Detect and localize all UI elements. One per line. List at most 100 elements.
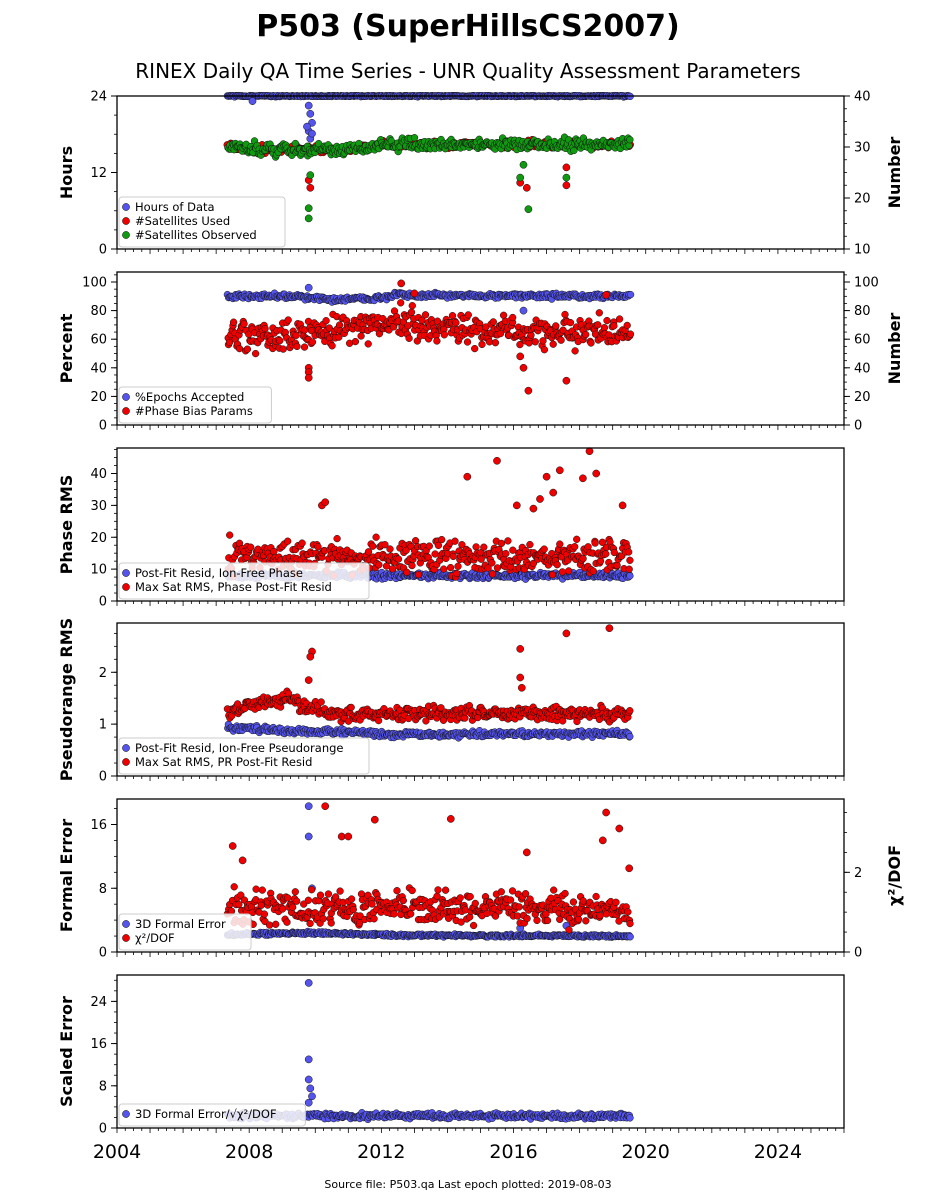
- point-phase_rms-s1: [488, 559, 496, 567]
- outlier-percent-s1: [602, 291, 610, 299]
- point-formal_error-s1: [471, 899, 479, 908]
- legend-entry: %Epochs Accepted: [135, 390, 244, 404]
- point-percent-s1: [600, 324, 609, 332]
- point-formal_error-s1: [324, 890, 333, 898]
- point-pseudorange_rms-s1: [626, 707, 634, 715]
- y-tick-label: 2: [99, 666, 107, 681]
- point-phase_rms-s1: [589, 567, 597, 575]
- point-formal_error-s1: [227, 907, 236, 915]
- point-percent-s1: [452, 319, 460, 327]
- point-phase_rms-s1: [526, 540, 534, 549]
- point-percent-s1: [284, 316, 292, 324]
- point-formal_error-s1: [434, 886, 442, 894]
- y-axis-label: Percent: [57, 313, 76, 383]
- point-percent-s1: [364, 340, 372, 348]
- y-right-tick-label: 40: [854, 90, 871, 105]
- point-percent-s1: [615, 315, 624, 323]
- legend-entry: Max Sat RMS, PR Post-Fit Resid: [135, 755, 312, 769]
- point-formal_error-s1: [408, 886, 416, 895]
- point-percent-s1: [571, 347, 579, 355]
- point-formal_error-s1: [336, 887, 344, 895]
- point-percent-s1: [235, 344, 244, 353]
- point-formal_error-s1: [506, 896, 515, 904]
- y-tick-label: 0: [99, 243, 107, 258]
- point-phase_rms-s1: [591, 539, 599, 547]
- outlier-pseudorange_rms-s1: [304, 676, 313, 684]
- point-percent-s1: [478, 340, 486, 349]
- point-percent-s1: [397, 299, 405, 307]
- point-formal_error-s1: [284, 894, 292, 902]
- point-formal_error-s0: [626, 933, 634, 941]
- point-phase_rms-s1: [579, 555, 587, 563]
- y-right-tick-label: 60: [854, 333, 871, 348]
- point-pseudorange_rms-s1: [317, 698, 325, 706]
- outlier-pseudorange_rms-s1: [306, 652, 315, 661]
- outlier-hours-s0: [248, 97, 257, 105]
- outlier-percent-s1: [516, 352, 525, 361]
- outlier-percent-s1: [524, 386, 533, 395]
- outlier-pseudorange_rms-s1: [517, 683, 526, 692]
- outlier-hours-s0: [304, 101, 313, 110]
- point-formal_error-s1: [319, 915, 327, 923]
- outlier-phase_rms-s1: [592, 469, 601, 478]
- outlier-hours-s0: [308, 129, 316, 138]
- point-phase_rms-s1: [540, 545, 548, 553]
- point-phase_rms-s1: [502, 549, 510, 558]
- outlier-pseudorange_rms-s1: [605, 624, 614, 633]
- point-formal_error-s1: [456, 894, 464, 902]
- point-phase_rms-s1: [472, 543, 480, 551]
- y-right-tick-label: 30: [854, 141, 871, 156]
- legend-marker: [122, 203, 130, 211]
- point-percent-s1: [587, 339, 595, 347]
- point-phase_rms-s1: [449, 552, 457, 561]
- legend-entry: Post-Fit Resid, Ion-Free Phase: [135, 566, 303, 580]
- points-phase_rms: [224, 447, 634, 583]
- y-right-tick-label: 40: [854, 361, 871, 376]
- point-percent-s1: [261, 324, 269, 333]
- point-formal_error-s1: [368, 900, 376, 908]
- outlier-phase_rms-s1: [579, 474, 587, 483]
- point-formal_error-s1: [283, 918, 291, 926]
- point-phase_rms-s1: [553, 561, 561, 569]
- point-formal_error-s1: [370, 915, 378, 923]
- point-percent-s1: [308, 338, 317, 346]
- point-formal_error-s1: [497, 888, 505, 896]
- outlier-hours-s1: [562, 181, 571, 190]
- legend-entry: Hours of Data: [135, 200, 215, 214]
- figure-title: P503 (SuperHillsCS2007): [256, 9, 680, 44]
- point-percent-s1: [582, 330, 590, 339]
- point-phase_rms-s1: [270, 547, 278, 556]
- y-axis-label: Phase RMS: [57, 475, 76, 575]
- points-formal_error: [223, 802, 634, 941]
- point-formal_error-s1: [390, 910, 398, 918]
- point-formal_error-s1: [393, 887, 401, 895]
- point-phase_rms-s1: [333, 534, 341, 543]
- outlier-percent-s1: [410, 289, 419, 298]
- legend-pseudorange_rms: Post-Fit Resid, Ion-Free PseudorangeMax …: [118, 737, 370, 775]
- outlier-hours-s1: [306, 183, 315, 192]
- point-phase_rms-s1: [414, 570, 423, 579]
- point-phase_rms-s0: [626, 572, 634, 580]
- outlier-pseudorange_rms-s1: [516, 645, 525, 653]
- outlier-phase_rms-s1: [555, 466, 564, 475]
- point-formal_error-s1: [230, 883, 238, 891]
- y-right-tick-label: 100: [854, 276, 879, 291]
- outlier-phase_rms-s1: [529, 504, 538, 513]
- point-percent-s1: [300, 343, 309, 351]
- point-formal_error-s1: [265, 921, 274, 929]
- point-formal_error-s1: [235, 900, 243, 909]
- legend-marker: [122, 758, 130, 766]
- y-tick-label: 40: [90, 361, 107, 376]
- point-phase_rms-s1: [440, 565, 448, 573]
- point-formal_error-s1: [289, 903, 297, 911]
- outlier-hours-s1: [522, 183, 531, 192]
- point-percent-s1: [594, 321, 602, 329]
- outlier-phase_rms-s1: [463, 472, 472, 481]
- point-percent-s1: [531, 338, 539, 346]
- point-phase_rms-s1: [480, 543, 488, 551]
- point-percent-s1: [240, 320, 248, 328]
- point-percent-s1: [489, 318, 497, 326]
